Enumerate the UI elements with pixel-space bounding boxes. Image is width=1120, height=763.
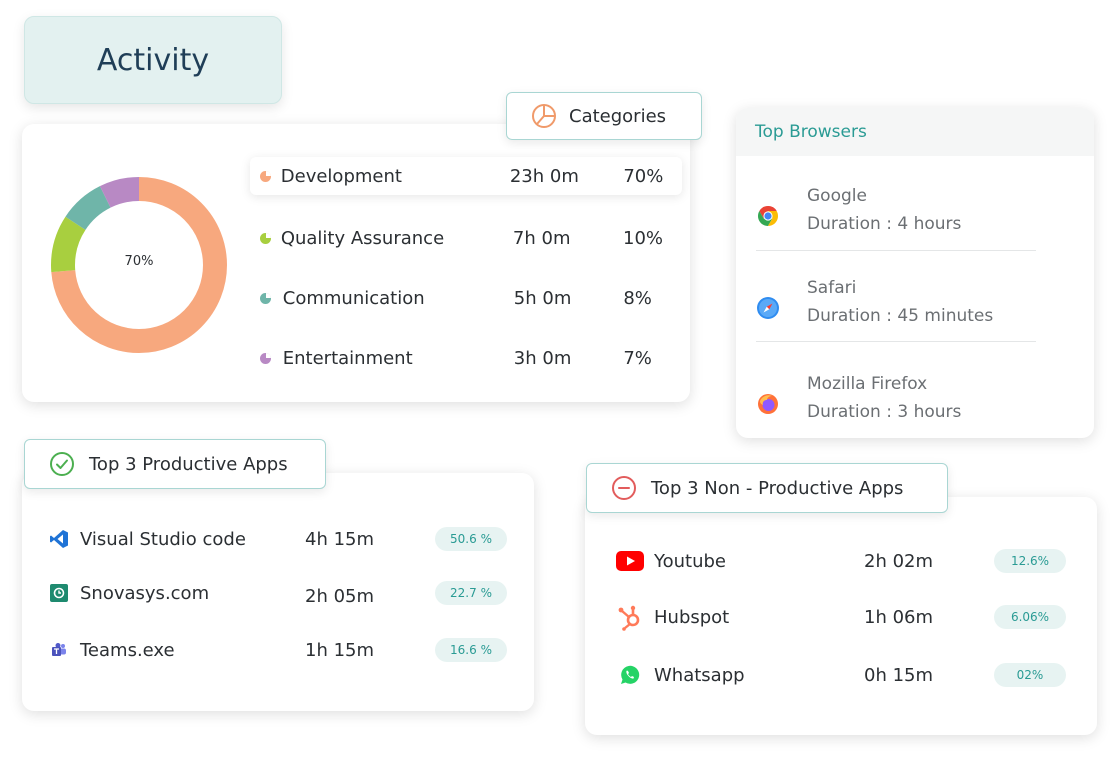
app-percent-badge: 6.06%: [994, 605, 1066, 629]
app-percent-badge: 02%: [994, 663, 1066, 687]
app-time: 4h 15m: [305, 528, 375, 550]
minus-circle-icon: [612, 476, 636, 500]
app-time: 1h 06m: [864, 606, 934, 628]
browser-item-safari[interactable]: Safari Duration : 45 minutes: [756, 266, 1036, 346]
browser-item-firefox[interactable]: Mozilla Firefox Duration : 3 hours: [756, 362, 1036, 438]
donut-segment-entertainment: [51, 177, 227, 353]
productive-apps-tab[interactable]: Top 3 Productive Apps: [24, 439, 326, 489]
hubspot-icon: [616, 605, 644, 631]
top-browsers-title: Top Browsers: [755, 122, 867, 142]
category-pie-icon: [260, 170, 271, 182]
page-title: Activity: [96, 42, 210, 78]
app-name: Hubspot: [654, 606, 730, 628]
browser-duration: Duration : 45 minutes: [807, 306, 994, 326]
category-name: Development: [280, 165, 402, 187]
teams-icon: [48, 639, 70, 661]
donut-segment-quality-assurance: [51, 177, 227, 353]
app-percent-badge: 22.7 %: [435, 581, 507, 605]
app-time: 0h 15m: [864, 664, 934, 686]
browser-item-google[interactable]: Google Duration : 4 hours: [756, 174, 1036, 254]
category-percent: 7%: [623, 347, 652, 369]
non-productive-apps-title: Top 3 Non - Productive Apps: [651, 477, 904, 499]
categories-pie-icon: [532, 104, 556, 128]
category-pie-icon: [260, 232, 271, 244]
app-row-hubspot[interactable]: Hubspot 1h 06m 6.06%: [616, 601, 1066, 633]
top-browsers-card: Top Browsers Google Duration : 4 hours S…: [736, 108, 1094, 438]
chrome-icon: [758, 206, 778, 226]
safari-icon: [757, 297, 779, 319]
app-row-teams[interactable]: Teams.exe 1h 15m 16.6 %: [48, 634, 507, 666]
app-name: Youtube: [654, 550, 726, 572]
categories-title: Categories: [569, 105, 667, 127]
category-percent: 10%: [623, 227, 664, 249]
app-time: 2h 02m: [864, 550, 934, 572]
app-time: 1h 15m: [305, 639, 375, 661]
app-row-snovasys[interactable]: Snovasys.com 2h 05m 22.7 %: [48, 577, 507, 609]
app-name: Teams.exe: [80, 639, 175, 661]
divider: [756, 341, 1036, 342]
activity-header: Activity: [24, 16, 282, 104]
category-row-entertainment[interactable]: Entertainment 3h 0m 7%: [250, 339, 682, 377]
firefox-icon: [758, 394, 778, 414]
category-duration: 7h 0m: [512, 227, 571, 249]
category-percent: 8%: [623, 287, 652, 309]
category-name: Quality Assurance: [280, 227, 445, 249]
browser-duration: Duration : 3 hours: [807, 402, 962, 422]
category-pie-icon: [260, 352, 271, 364]
category-name: Entertainment: [282, 347, 413, 369]
browser-name: Google: [807, 186, 867, 206]
top-browsers-header: Top Browsers: [736, 108, 1094, 156]
category-row-quality-assurance[interactable]: Quality Assurance 7h 0m 10%: [250, 219, 682, 257]
app-percent-badge: 12.6%: [994, 549, 1066, 573]
app-name: Visual Studio code: [80, 528, 246, 550]
youtube-icon: [616, 550, 644, 572]
categories-card: 70% Development 23h 0m 70% Quality Assur…: [22, 124, 690, 402]
app-name: Whatsapp: [654, 664, 745, 686]
browser-duration: Duration : 4 hours: [807, 214, 962, 234]
app-percent-badge: 50.6 %: [435, 527, 507, 551]
category-pie-icon: [260, 292, 271, 304]
check-circle-icon: [50, 452, 74, 476]
category-row-communication[interactable]: Communication 5h 0m 8%: [250, 279, 682, 317]
app-row-youtube[interactable]: Youtube 2h 02m 12.6%: [616, 545, 1066, 577]
non-productive-apps-tab[interactable]: Top 3 Non - Productive Apps: [586, 463, 948, 513]
app-percent-badge: 16.6 %: [435, 638, 507, 662]
app-name: Snovasys.com: [80, 582, 210, 604]
divider: [756, 250, 1036, 251]
app-row-whatsapp[interactable]: Whatsapp 0h 15m 02%: [616, 659, 1066, 691]
productive-apps-title: Top 3 Productive Apps: [89, 453, 288, 475]
category-name: Communication: [282, 287, 425, 309]
snovasys-icon: [48, 582, 70, 604]
app-time: 2h 05m: [305, 585, 375, 607]
app-row-visual-studio-code[interactable]: Visual Studio code 4h 15m 50.6 %: [48, 523, 507, 555]
vscode-icon: [48, 528, 70, 550]
category-percent: 70%: [623, 165, 664, 187]
browser-name: Mozilla Firefox: [807, 374, 928, 394]
donut-center-label: 70%: [124, 254, 154, 269]
whatsapp-icon: [616, 664, 644, 686]
category-duration: 3h 0m: [513, 347, 572, 369]
categories-tab[interactable]: Categories: [506, 92, 702, 140]
category-duration: 23h 0m: [509, 165, 579, 187]
category-row-development[interactable]: Development 23h 0m 70%: [250, 157, 682, 195]
category-duration: 5h 0m: [513, 287, 572, 309]
non-productive-apps-card: Youtube 2h 02m 12.6% Hubspot 1h 06m 6.06…: [585, 497, 1097, 735]
productive-apps-card: Visual Studio code 4h 15m 50.6 % Snovasy…: [22, 473, 534, 711]
categories-donut-chart: [51, 177, 227, 353]
browser-name: Safari: [807, 278, 857, 298]
